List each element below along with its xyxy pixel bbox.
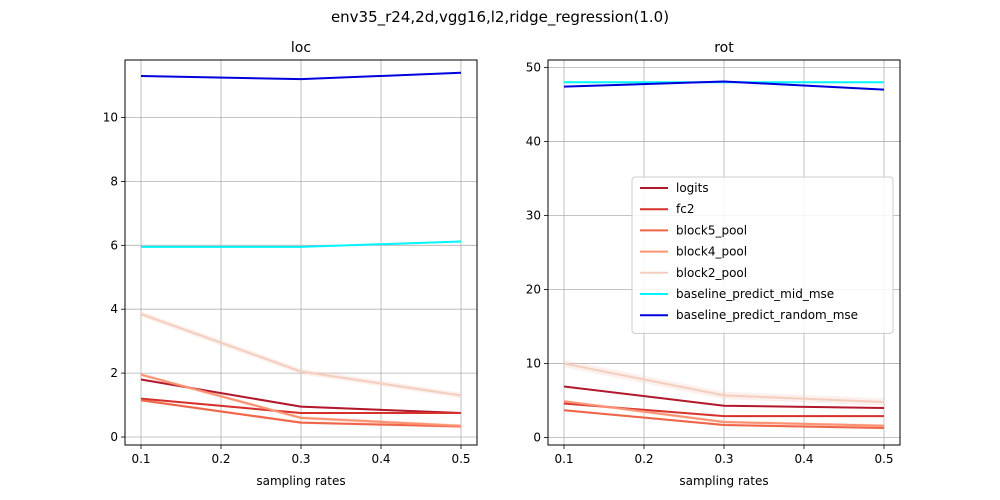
y-tick-label: 40 [526, 134, 541, 148]
x-axis-label: sampling rates [679, 474, 768, 488]
x-tick-label: 0.3 [714, 452, 733, 466]
y-tick-label: 30 [526, 208, 541, 222]
series-line-block2_pool [563, 362, 885, 404]
legend-label: block2_pool [676, 266, 747, 280]
x-tick-label: 0.4 [371, 452, 390, 466]
chart-panel-loc: 0.1 0.2 0.3 0.4 0.5 0 2 4 6 8 10 loc sampling rates [103, 40, 478, 488]
legend-label: fc2 [676, 202, 694, 216]
x-tick-label: 0.2 [211, 452, 230, 466]
legend-label: block4_pool [676, 245, 747, 259]
panel-title: loc [291, 40, 311, 56]
legend-label: logits [676, 181, 709, 195]
series-line-baseline_predict_random_mse [563, 80, 885, 91]
y-tick-label: 0 [533, 431, 541, 445]
y-tick-label: 6 [110, 238, 118, 252]
y-tick-label: 50 [526, 60, 541, 74]
x-axis-label: sampling rates [256, 474, 345, 488]
x-tick-label: 0.2 [634, 452, 653, 466]
series-line-block4_pool [563, 400, 885, 427]
y-tick-label: 20 [526, 283, 541, 297]
series-band-block2_pool [141, 311, 461, 399]
series-line-baseline_predict_mid_mse [141, 240, 462, 248]
series-line-logits [563, 385, 885, 409]
series-line-block4_pool [140, 373, 462, 427]
x-tick-label: 0.3 [291, 452, 310, 466]
legend-label: baseline_predict_random_mse [676, 308, 858, 322]
series-band-block4_pool [141, 373, 461, 428]
x-tick-label: 0.5 [874, 452, 893, 466]
axes-frame [547, 59, 901, 446]
panel-title: rot [714, 40, 734, 56]
x-tick-label: 0.4 [794, 452, 813, 466]
series-line-block5_pool [563, 409, 885, 429]
legend: logits fc2 block5_pool block4_pool block2_po… [631, 176, 894, 334]
y-tick-label: 0 [110, 430, 118, 444]
series-line-block2_pool [140, 313, 462, 397]
series-line-fc2 [140, 397, 461, 415]
axes-frame [124, 59, 478, 446]
x-tick-label: 0.1 [554, 452, 573, 466]
figure-suptitle: env35_r24,2d,vgg16,l2,ridge_regression(1… [331, 8, 669, 27]
series-line-block5_pool [140, 399, 462, 428]
x-tick-label: 0.5 [451, 452, 470, 466]
legend-label: baseline_predict_mid_mse [676, 287, 834, 301]
y-tick-label: 10 [526, 357, 541, 371]
x-tick-label: 0.1 [131, 452, 150, 466]
legend-label: block5_pool [676, 223, 747, 237]
y-tick-label: 8 [110, 174, 118, 188]
series-line-baseline_predict_random_mse [140, 71, 462, 81]
y-tick-label: 10 [103, 111, 118, 125]
y-tick-label: 4 [110, 302, 118, 316]
legend-frame [631, 176, 894, 334]
chart-panel-rot: 0.1 0.2 0.3 0.4 0.5 0 10 20 30 40 50 rot sampling ra… [526, 40, 901, 488]
y-tick-label: 2 [110, 366, 118, 380]
